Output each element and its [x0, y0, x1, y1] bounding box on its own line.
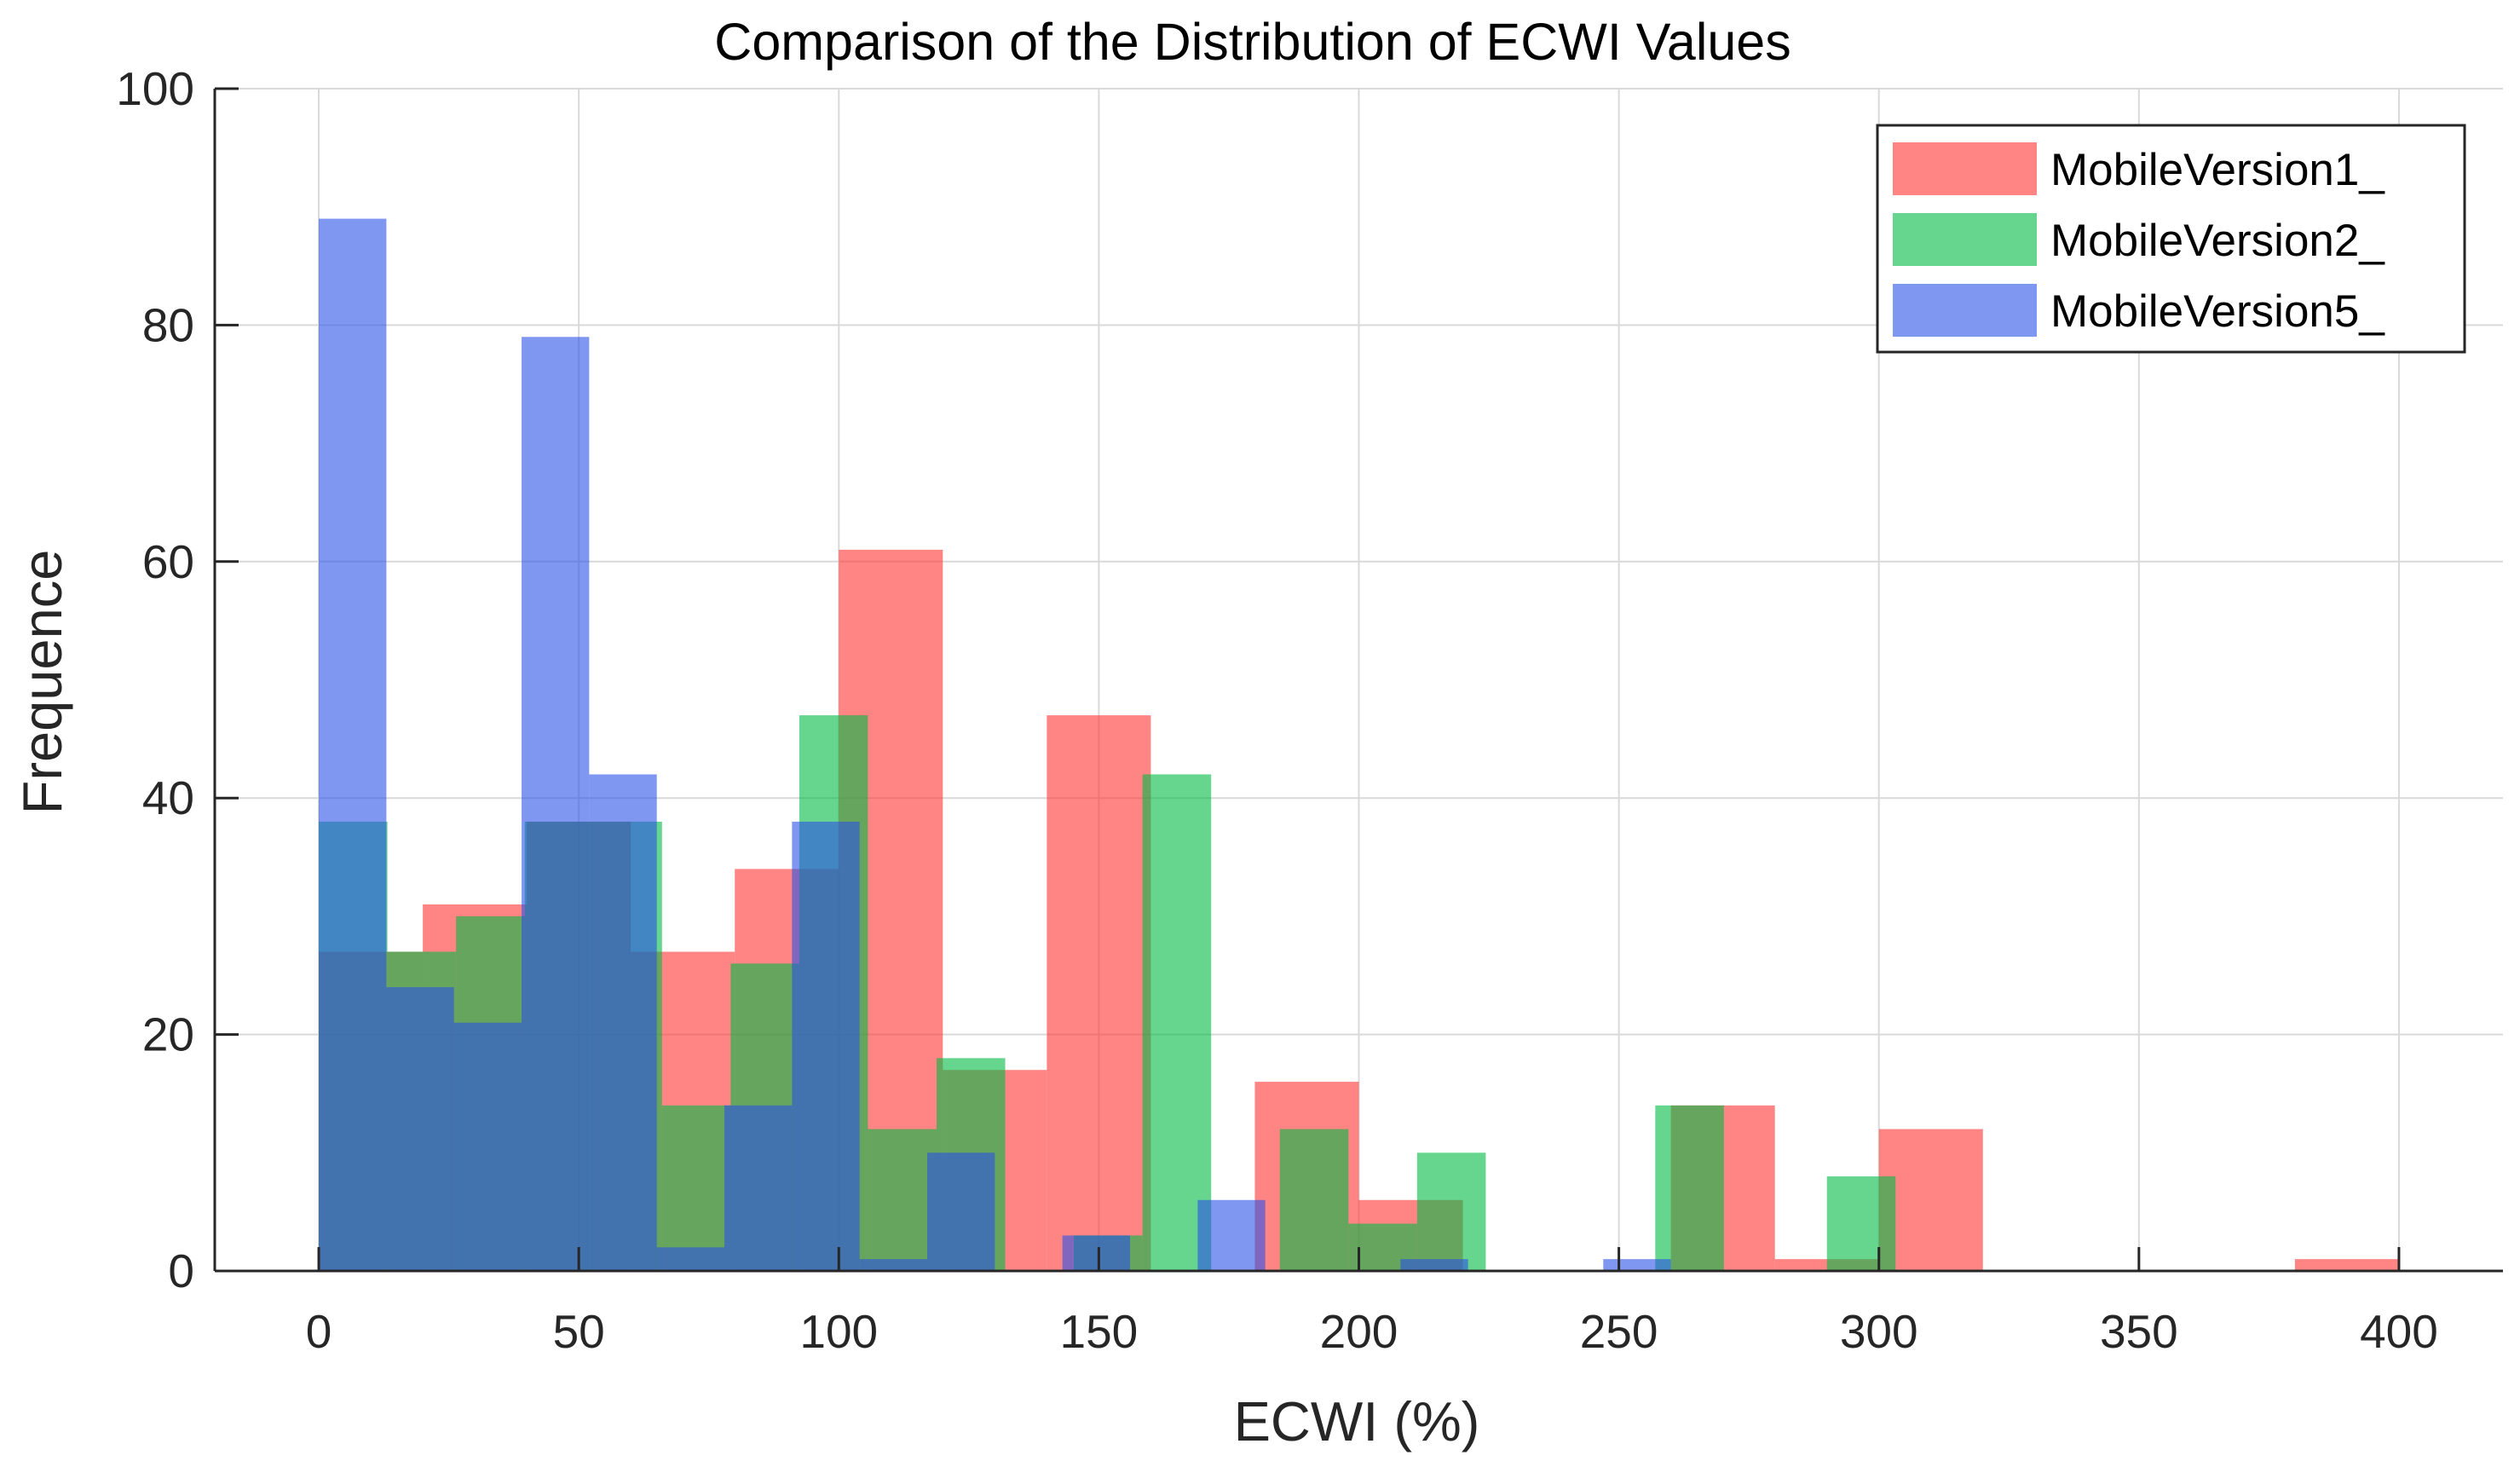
bar-series3-4 [589, 774, 657, 1271]
legend: MobileVersion1_ MobileVersion2_ MobileVers… [1876, 124, 2466, 354]
legend-label-1: MobileVersion1_ [2050, 145, 2385, 195]
bar-series2-12 [1279, 1129, 1349, 1271]
bar-series1-7 [1047, 715, 1151, 1271]
x-tick-label-3: 150 [1060, 1305, 1139, 1358]
bar-series3-6 [724, 1105, 793, 1271]
bar-series2-16 [1826, 1176, 1896, 1271]
x-tick-label-7: 350 [2100, 1305, 2178, 1358]
y-tick-label-5: 100 [116, 62, 194, 115]
x-tick-label-1: 50 [553, 1305, 605, 1358]
x-tick-label-2: 100 [799, 1305, 878, 1358]
x-tick-label-5: 250 [1580, 1305, 1658, 1358]
bar-series3-13 [1603, 1259, 1671, 1271]
bar-series1-12 [1878, 1129, 1983, 1271]
bar-series3-8 [859, 1259, 928, 1271]
y-tick-label-0: 0 [168, 1245, 194, 1297]
axes: 0 50 100 150 200 250 300 350 400 0 20 40 60 80 100 [116, 62, 2503, 1358]
histogram-bars [319, 218, 2399, 1271]
legend-swatch-2 [1893, 213, 2037, 266]
bar-series3-1 [386, 987, 454, 1271]
chart-title: Comparison of the Distribution of ECWI V… [714, 13, 1791, 71]
bar-series3-10 [1062, 1235, 1130, 1271]
bar-series3-7 [792, 821, 860, 1271]
bar-series3-3 [522, 337, 590, 1271]
x-tick-label-6: 300 [1840, 1305, 1918, 1358]
bar-series3-5 [656, 1247, 725, 1271]
y-axis-label: Frequence [11, 550, 73, 815]
x-tick-label-8: 400 [2360, 1305, 2438, 1358]
bar-series1-13 [2294, 1259, 2399, 1271]
legend-swatch-3 [1893, 284, 2037, 337]
series-3 [319, 218, 1671, 1271]
bar-series3-9 [927, 1152, 995, 1271]
y-tick-label-3: 60 [142, 535, 194, 588]
bar-series3-12 [1400, 1259, 1468, 1271]
x-tick-label-0: 0 [306, 1305, 332, 1358]
bar-series3-2 [453, 1022, 522, 1271]
bar-series2-11 [1142, 774, 1212, 1271]
bar-series2-8 [868, 1129, 937, 1271]
y-tick-label-4: 80 [142, 298, 194, 351]
x-tick-label-4: 200 [1320, 1305, 1398, 1358]
legend-swatch-1 [1893, 142, 2037, 195]
bar-series2-5 [661, 1105, 731, 1271]
bar-series2-14 [1416, 1152, 1486, 1271]
y-tick-label-1: 20 [142, 1008, 194, 1061]
legend-label-3: MobileVersion5_ [2050, 286, 2385, 337]
legend-label-2: MobileVersion2_ [2050, 216, 2385, 266]
bar-series3-11 [1197, 1199, 1266, 1271]
bar-series3-0 [319, 218, 387, 1271]
bar-series2-15 [1655, 1105, 1724, 1271]
x-axis-label: ECWI (%) [1234, 1390, 1480, 1453]
y-tick-label-2: 40 [142, 771, 194, 824]
